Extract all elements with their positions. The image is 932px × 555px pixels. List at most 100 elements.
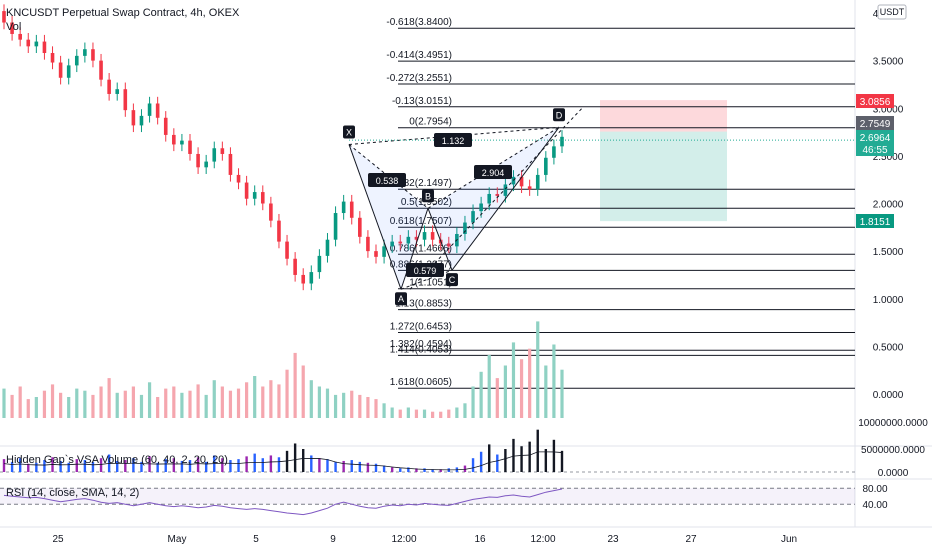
candle-body: [349, 201, 354, 218]
fib-level-label: 1(1.1051): [409, 278, 452, 289]
candle-body: [495, 193, 500, 196]
candle-body: [58, 62, 63, 78]
volume-bar: [333, 394, 338, 418]
pattern-leg: [451, 127, 560, 271]
pattern-ratio-tag: [474, 165, 512, 179]
candle-body: [341, 201, 346, 214]
candle-body: [26, 39, 31, 47]
vsa-bar: [285, 450, 289, 472]
volume-bar: [422, 409, 427, 418]
vsa-bar: [399, 468, 402, 472]
candle-body: [511, 176, 516, 185]
vsa-bar: [99, 458, 103, 472]
currency-badge-label: USDT: [880, 7, 905, 17]
vsa-bar: [479, 451, 483, 472]
volume-bar: [519, 359, 524, 418]
volume-bar: [536, 321, 540, 418]
vsa-bar: [124, 460, 127, 472]
pattern-leg: [427, 208, 453, 271]
volume-bar: [147, 382, 152, 418]
time-axis-tick: 9: [330, 534, 336, 545]
candle-body: [91, 49, 95, 61]
candle-body: [479, 203, 483, 212]
volume-bar: [317, 386, 321, 418]
fib-level-label: 0(2.7954): [409, 117, 452, 128]
price-badge-label: 3.0856: [860, 97, 891, 108]
volume-bar: [301, 365, 305, 418]
vsa-bar: [382, 465, 386, 472]
volume-bar: [511, 342, 516, 418]
volume-label: Vol: [6, 21, 22, 33]
candle-body: [382, 246, 386, 257]
vsa-bar: [431, 469, 434, 472]
volume-bar: [220, 386, 224, 418]
volume-bar: [560, 369, 564, 418]
fib-level-label: 1.414(0.4053): [390, 344, 452, 355]
pattern-point-tag: [343, 125, 355, 139]
candle-body: [34, 41, 39, 47]
pattern-point-tag: [553, 108, 565, 122]
rsi-axis-tick: 40.00: [862, 500, 887, 511]
vsa-bar: [172, 458, 176, 472]
time-axis-tick: 23: [607, 534, 619, 545]
price-axis-tick: 3.0000: [873, 104, 904, 115]
candle-body: [398, 241, 403, 244]
vsa-bar: [59, 460, 62, 472]
candle-body: [228, 153, 233, 175]
price-badge: [856, 142, 894, 156]
fib-level-label: -0.618(3.8400): [386, 17, 452, 28]
volume-bar: [115, 392, 119, 418]
vsa-bar: [221, 458, 224, 472]
candle-body: [74, 55, 79, 66]
vsa-bar: [415, 468, 418, 472]
pattern-ratio-line: [427, 126, 560, 209]
candle-body: [269, 203, 273, 221]
candle-body: [527, 186, 532, 190]
vsa-bar: [196, 457, 200, 472]
volume-bar: [390, 407, 394, 418]
volume-bar: [455, 407, 459, 418]
candle-body: [18, 33, 22, 40]
volume-bar: [495, 378, 499, 418]
pattern-point-tag: [446, 273, 458, 287]
volume-bar: [188, 390, 192, 418]
volume-bar: [123, 390, 127, 418]
volume-bar: [10, 394, 14, 418]
volume-bar: [180, 392, 184, 418]
volume-bar: [285, 369, 289, 418]
vsa-bar: [407, 467, 410, 472]
vsa-bar: [10, 461, 14, 472]
vsa-bar: [342, 460, 345, 472]
pattern-triangle-bcd: [428, 127, 559, 271]
vsa-bar: [326, 459, 329, 472]
candle-body: [188, 140, 192, 154]
price-axis-tick: 1.0000: [873, 295, 904, 306]
volume-bar: [107, 378, 111, 418]
vsa-bar: [27, 463, 30, 472]
vsa-bar: [2, 459, 6, 472]
volume-bar: [269, 380, 273, 418]
vsa-bar: [293, 443, 297, 472]
time-axis-tick: 12:00: [391, 534, 416, 545]
pattern-ratio-line: [348, 126, 560, 145]
candle-body: [2, 11, 6, 23]
candle-body: [42, 41, 47, 54]
pattern-ratio-label: 2.904: [482, 168, 505, 178]
volume-bar: [431, 411, 435, 418]
pattern-point-tag: [395, 292, 407, 306]
candle-body: [446, 243, 451, 247]
volume-bar: [261, 386, 265, 418]
volume-bar: [204, 394, 208, 418]
volume-bar: [366, 397, 370, 418]
candle-body: [252, 192, 257, 199]
vsa-bar: [43, 460, 46, 472]
pattern-ratio-tag: [434, 133, 472, 147]
candle-body: [374, 251, 378, 257]
volume-bar: [309, 380, 313, 418]
candle-body: [544, 157, 548, 175]
chart-title: KNCUSDT Perpetual Swap Contract, 4h, OKE…: [6, 7, 240, 19]
vsa-bar: [67, 462, 70, 472]
vsa-bar: [237, 459, 240, 472]
volume-bar: [139, 394, 144, 418]
